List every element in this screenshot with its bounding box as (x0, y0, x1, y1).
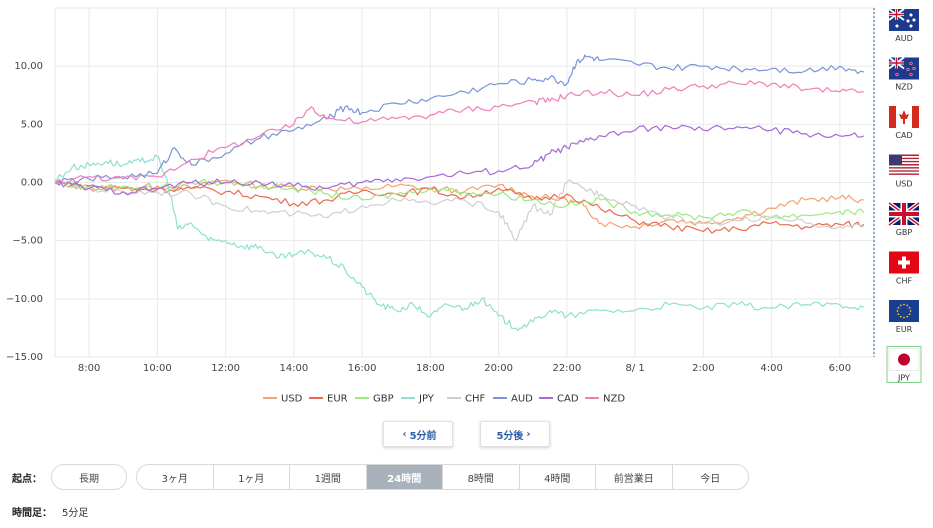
legend-label-gbp: GBP (373, 394, 394, 405)
timeframe-value: 5分足 (62, 508, 89, 519)
y-tick-label-1: 5.00 (21, 119, 43, 130)
prev-5min-button[interactable]: ‹ 5分前 (383, 421, 453, 447)
flag-jpy-icon (888, 348, 920, 371)
legend-label-chf: CHF (465, 394, 486, 405)
flag-gbp-icon (887, 201, 921, 227)
range-option-0[interactable]: 3ヶ月 (137, 465, 214, 489)
x-tick-label-3: 14:00 (279, 363, 308, 374)
flag-label-jpy: JPY (897, 374, 910, 383)
y-tick-label-5: −15.00 (6, 352, 43, 363)
flag-aud-icon (888, 8, 919, 31)
range-option-7[interactable]: 今日 (700, 473, 721, 485)
legend-label-eur: EUR (327, 394, 348, 405)
legend-label-cad: CAD (557, 394, 579, 405)
x-tick-label-7: 22:00 (552, 363, 581, 374)
series-line-eur (54, 181, 865, 234)
flag-eur-icon (889, 300, 919, 322)
range-option-3[interactable]: 24時間 (366, 465, 443, 489)
x-tick-label-5: 18:00 (416, 363, 445, 374)
flag-label-gbp: GBP (896, 228, 913, 237)
flag-label-aud: AUD (895, 34, 913, 43)
prev-5min-label: 5分前 (409, 430, 437, 442)
series-line-nzd (54, 80, 864, 184)
flag-label-nzd: NZD (895, 83, 913, 92)
flag-label-eur: EUR (896, 325, 913, 334)
long-term-button[interactable]: 長期 (51, 464, 127, 490)
next-5min-button[interactable]: 5分後 › (480, 421, 550, 447)
range-option-5[interactable]: 4時間 (520, 465, 596, 489)
y-tick-label-2: 0.00 (21, 178, 43, 189)
flag-label-chf: CHF (896, 277, 913, 286)
flag-nzd-icon (888, 56, 919, 80)
x-tick-label-4: 16:00 (348, 363, 377, 374)
x-tick-label-0: 8:00 (78, 363, 100, 374)
flag-chf-icon (889, 251, 919, 274)
x-tick-label-11: 6:00 (829, 363, 851, 374)
x-tick-label-1: 10:00 (143, 363, 172, 374)
legend-label-nzd: NZD (603, 394, 625, 405)
y-tick-label-0: 10.00 (14, 61, 43, 72)
flag-usd-icon (889, 154, 919, 177)
y-tick-label-4: −10.00 (6, 294, 43, 305)
legend-label-aud: AUD (511, 394, 533, 405)
series-line-chf (54, 179, 864, 242)
range-option-4[interactable]: 8時間 (443, 465, 520, 489)
flag-cad-icon (889, 106, 919, 128)
next-5min-label: 5分後 (496, 430, 524, 442)
x-tick-label-10: 4:00 (760, 363, 782, 374)
flag-label-usd: USD (895, 180, 912, 189)
legend-label-usd: USD (281, 394, 303, 405)
series-line-cad (54, 124, 864, 196)
x-tick-label-8: 8/ 1 (625, 363, 644, 374)
flag-label-cad: CAD (895, 131, 912, 140)
range-option-2[interactable]: 1週間 (290, 465, 367, 489)
range-option-6[interactable]: 前営業日 (596, 465, 673, 489)
timeframe-label: 時間足： (12, 508, 52, 519)
range-selector: 3ヶ月 1ヶ月 1週間 24時間 8時間 4時間 前営業日 今日 (136, 464, 749, 490)
x-tick-label-9: 2:00 (692, 363, 714, 374)
range-option-1[interactable]: 1ヶ月 (214, 465, 290, 489)
legend-label-jpy: JPY (418, 394, 435, 405)
chevron-left-icon: ‹ (402, 428, 407, 440)
chevron-right-icon: › (526, 428, 531, 440)
start-point-label: 起点： (12, 474, 42, 485)
y-tick-label-3: −5.00 (12, 236, 43, 247)
x-tick-label-6: 20:00 (484, 363, 513, 374)
x-tick-label-2: 12:00 (211, 363, 240, 374)
